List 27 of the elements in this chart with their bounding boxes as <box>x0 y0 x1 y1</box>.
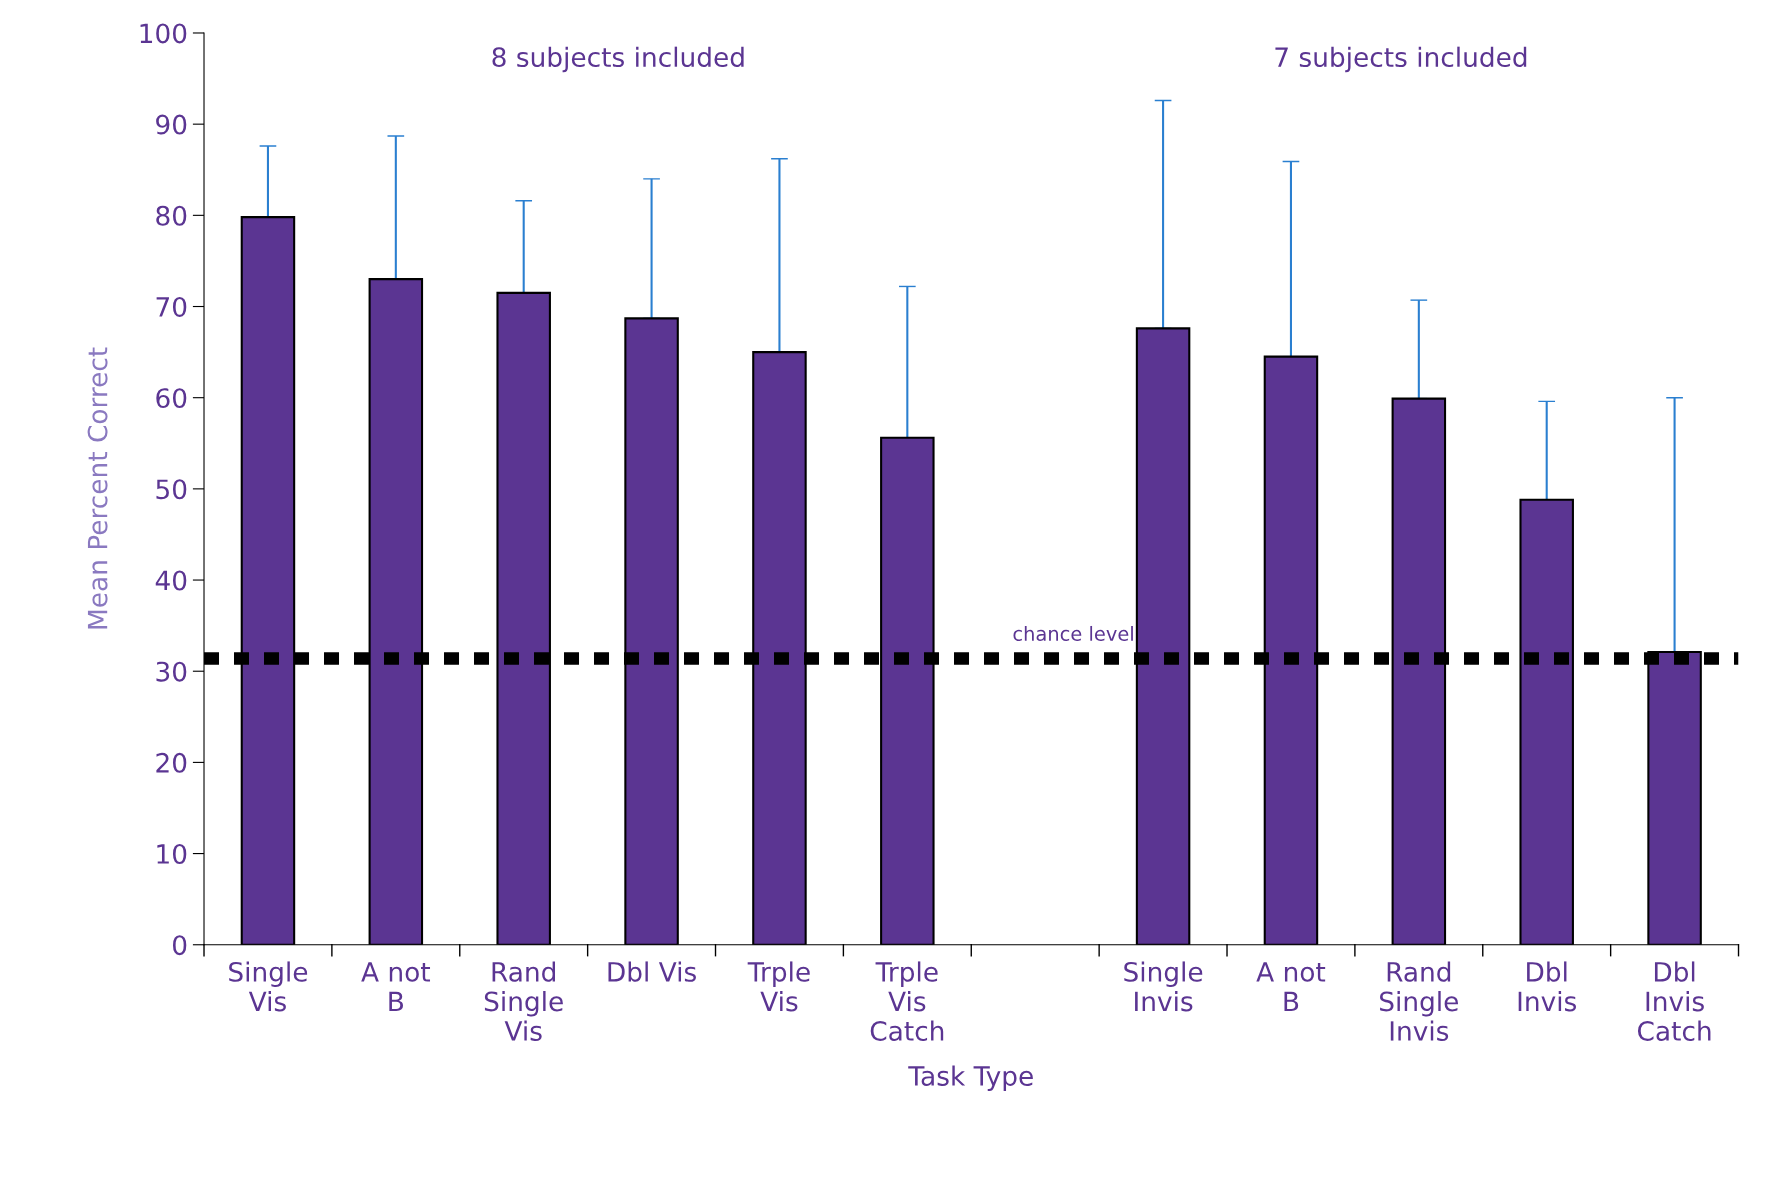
y-tick-label: 20 <box>156 752 187 773</box>
y-tick-label: 30 <box>156 661 187 682</box>
x-tick-label: Dbl Invis <box>1518 961 1577 1012</box>
x-tick-label: Dbl Vis <box>608 961 696 982</box>
y-tick-label: 0 <box>172 935 187 956</box>
x-tick-label: Single Vis <box>229 961 308 1012</box>
x-tick-label: A not B <box>1256 962 1326 1012</box>
y-tick-label: 100 <box>140 23 187 44</box>
y-tick-label: 90 <box>156 114 187 135</box>
y-axis-title: Mean Percent Correct <box>87 347 108 629</box>
x-tick-label: Rand Single Vis <box>484 961 563 1041</box>
x-tick-label: Trple Vis Catch <box>870 961 944 1041</box>
ref-line-label: chance level <box>1013 625 1133 642</box>
annotation: 7 subjects included <box>1275 46 1527 73</box>
x-tick-label: A not B <box>361 962 431 1012</box>
y-tick-label: 50 <box>156 479 187 500</box>
x-tick-label: Single Invis <box>1124 961 1203 1012</box>
y-tick-label: 10 <box>157 844 187 864</box>
x-axis-title: Task Type <box>908 1065 1033 1092</box>
y-tick-label: 60 <box>156 388 187 409</box>
y-tick-label: 40 <box>155 570 187 591</box>
x-tick-label: Dbl Invis Catch <box>1637 961 1711 1041</box>
annotation: 8 subjects included <box>492 46 744 73</box>
x-tick-label: Rand Single Invis <box>1380 961 1458 1041</box>
x-tick-label: Trple Vis <box>747 961 810 1012</box>
y-tick-label: 70 <box>156 296 187 317</box>
y-tick-label: 80 <box>156 205 187 226</box>
